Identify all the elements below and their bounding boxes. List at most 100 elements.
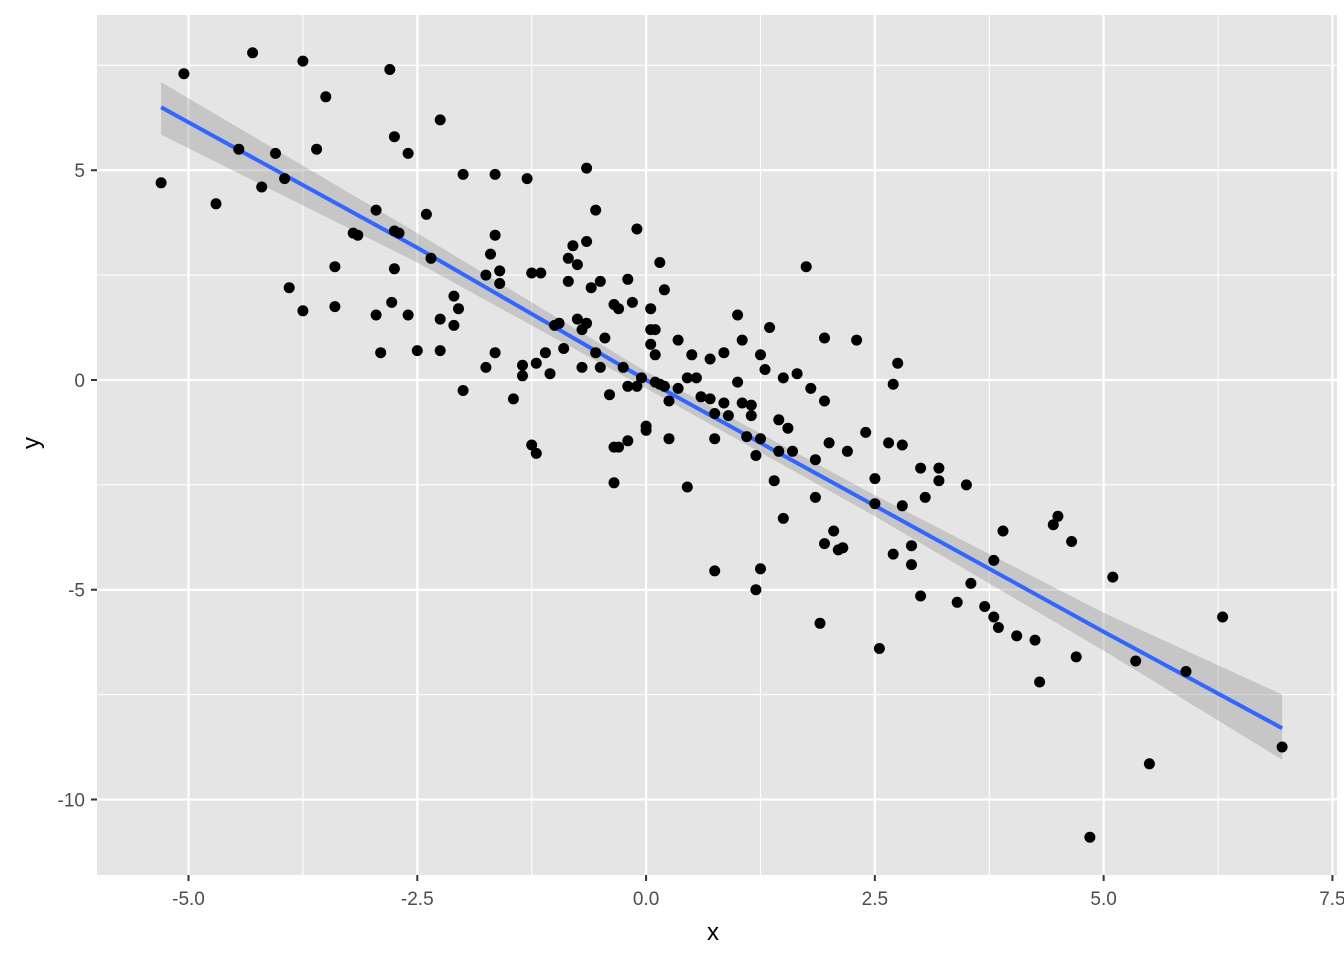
data-point	[489, 168, 501, 180]
data-point	[636, 372, 647, 384]
data-point	[1052, 510, 1064, 522]
data-point	[631, 223, 643, 235]
y-tick-label: -5	[68, 581, 85, 602]
data-point	[517, 359, 528, 371]
data-point	[544, 368, 556, 380]
data-point	[915, 462, 927, 474]
x-tick-label: 2.5	[862, 889, 888, 910]
data-point	[1047, 519, 1059, 531]
data-point	[750, 450, 762, 461]
data-point	[434, 114, 446, 126]
data-point	[745, 399, 757, 411]
data-point	[828, 525, 840, 537]
data-point	[823, 437, 835, 449]
data-point	[979, 601, 991, 612]
data-point	[352, 229, 364, 241]
data-point	[649, 349, 661, 361]
data-point	[887, 378, 899, 390]
data-point	[1276, 741, 1288, 753]
data-points	[155, 47, 1288, 843]
data-point	[1070, 651, 1082, 663]
data-point	[704, 393, 716, 405]
data-point	[681, 372, 693, 384]
data-point	[819, 332, 830, 344]
data-point	[745, 410, 757, 422]
data-point	[741, 431, 753, 443]
data-point	[526, 439, 538, 451]
data-point	[613, 441, 625, 453]
data-point	[988, 611, 1000, 623]
data-point	[384, 64, 396, 75]
data-point	[896, 500, 908, 512]
data-point	[988, 554, 1000, 566]
y-tick-label: 0	[74, 371, 85, 392]
x-tick-label: 0.0	[633, 889, 659, 910]
data-point	[892, 357, 904, 369]
data-point	[594, 275, 606, 287]
data-point	[517, 370, 528, 382]
x-axis-title: x	[707, 919, 719, 946]
data-point	[805, 382, 817, 394]
data-point	[755, 349, 766, 361]
data-point	[814, 617, 826, 629]
data-point	[837, 542, 849, 554]
data-point	[1011, 630, 1023, 642]
data-point	[425, 252, 437, 264]
data-point	[599, 332, 611, 344]
data-point	[329, 301, 341, 313]
data-point	[860, 426, 872, 438]
data-point	[581, 317, 593, 329]
data-point	[819, 538, 830, 550]
data-point	[485, 248, 496, 260]
data-point	[233, 143, 245, 155]
data-point	[402, 309, 414, 321]
data-point	[576, 361, 588, 373]
data-point	[1107, 571, 1119, 583]
x-axis-ticks: -5.0 -2.5 0.0 2.5 5.0 7.5	[172, 875, 1344, 910]
data-point	[581, 162, 593, 174]
data-point	[718, 347, 730, 359]
data-point	[841, 445, 853, 457]
data-point	[791, 368, 803, 380]
data-point	[393, 227, 405, 239]
data-point	[526, 267, 538, 279]
data-point	[1180, 666, 1192, 677]
data-point	[736, 397, 748, 409]
data-point	[386, 296, 398, 308]
data-point	[279, 173, 291, 185]
data-point	[777, 512, 789, 524]
data-point	[718, 397, 730, 409]
data-point	[695, 391, 707, 403]
data-point	[320, 91, 332, 103]
data-point	[951, 596, 963, 608]
data-point	[777, 372, 789, 384]
data-point	[883, 437, 895, 449]
data-point	[869, 498, 881, 510]
data-point	[686, 349, 698, 361]
data-point	[704, 353, 716, 365]
data-point	[590, 204, 602, 216]
data-point	[681, 481, 693, 493]
data-point	[992, 622, 1004, 633]
data-point	[480, 361, 492, 373]
data-point	[773, 445, 785, 457]
x-tick-label: 5.0	[1090, 889, 1116, 910]
data-point	[960, 479, 972, 491]
data-point	[755, 563, 766, 575]
data-point	[906, 540, 917, 552]
data-point	[887, 548, 899, 560]
data-point	[933, 462, 945, 474]
data-point	[210, 198, 222, 210]
data-point	[613, 303, 625, 315]
data-point	[709, 433, 721, 445]
data-point	[489, 347, 501, 359]
data-point	[494, 278, 506, 289]
data-point	[622, 435, 634, 447]
data-point	[997, 525, 1009, 537]
y-axis-ticks: -10 -5 0 5	[58, 161, 97, 811]
data-point	[709, 408, 721, 419]
x-tick-label: -2.5	[401, 889, 434, 910]
data-point	[933, 475, 945, 487]
data-point	[782, 422, 794, 434]
data-point	[645, 303, 657, 315]
